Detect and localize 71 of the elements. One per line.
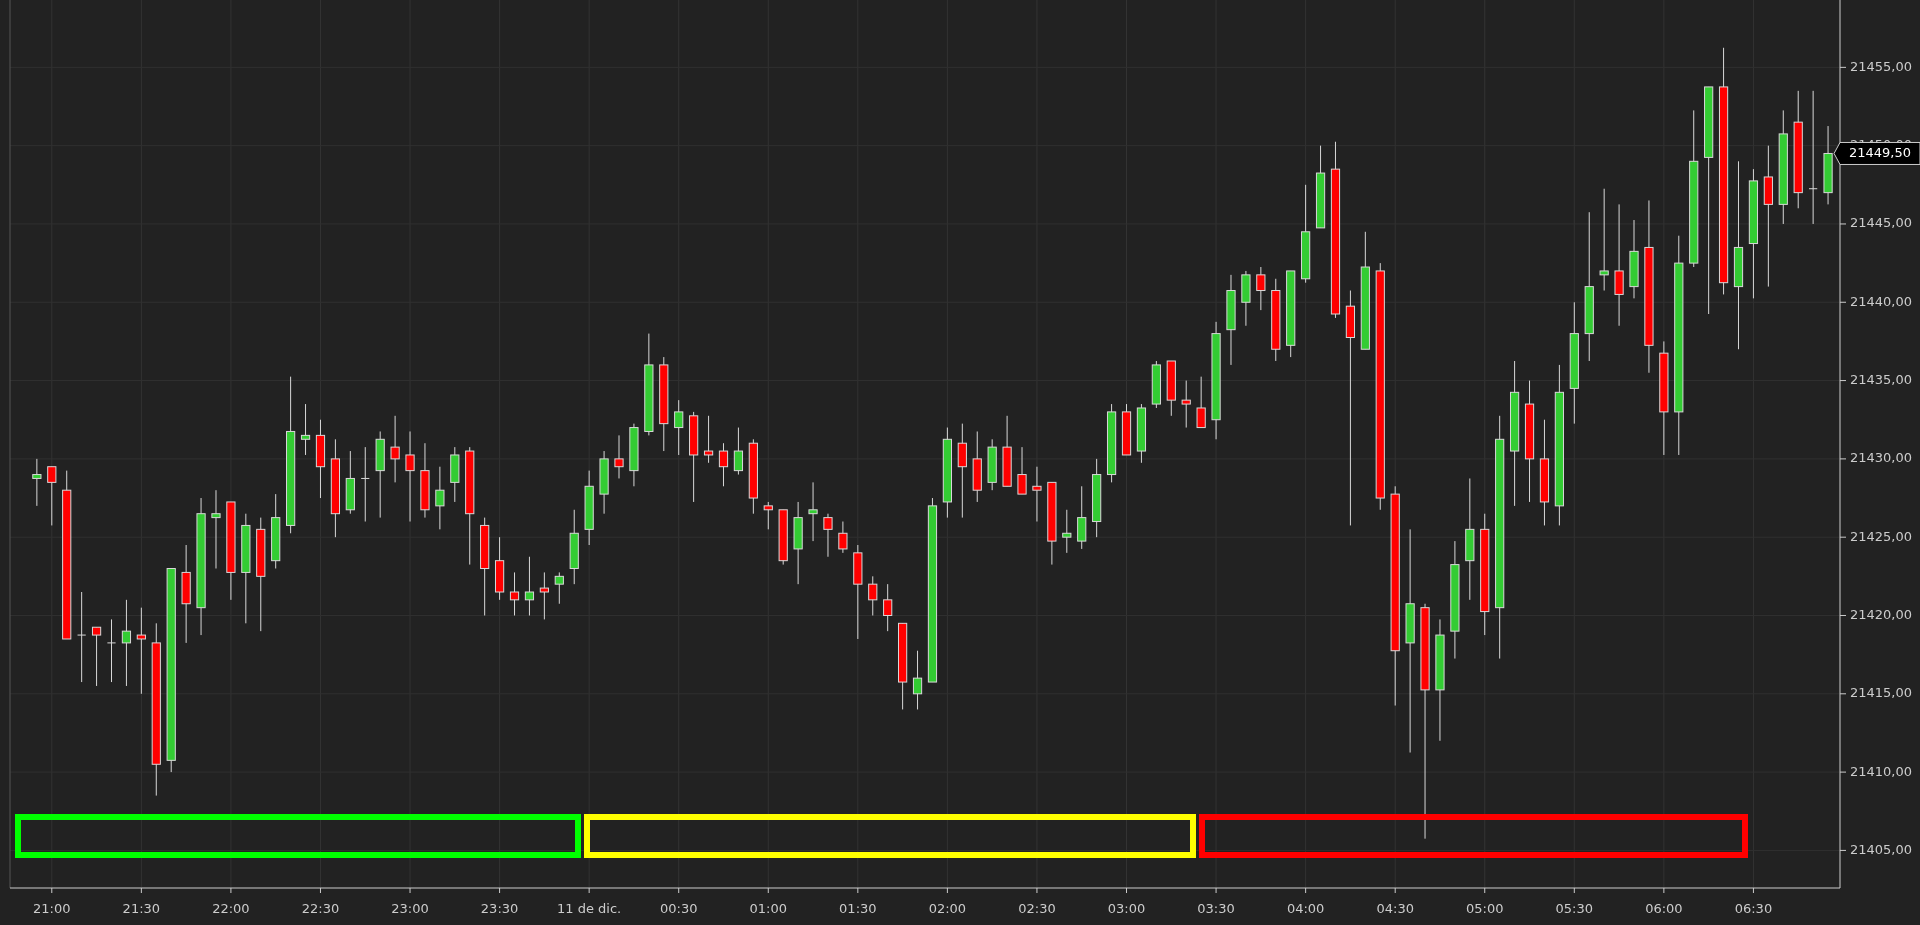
candlestick bbox=[912, 650, 923, 710]
candlestick bbox=[32, 458, 42, 507]
x-tick-label: 22:30 bbox=[301, 901, 340, 916]
x-tick-label: 03:00 bbox=[1107, 901, 1146, 916]
candlestick bbox=[763, 501, 773, 530]
candlestick bbox=[1599, 188, 1609, 292]
candlestick bbox=[106, 618, 117, 683]
x-tick-label: 02:00 bbox=[928, 901, 967, 916]
candlestick bbox=[868, 575, 878, 616]
x-tick-label: 04:30 bbox=[1376, 901, 1414, 916]
candlestick bbox=[1614, 203, 1624, 327]
candlestick bbox=[1032, 466, 1042, 523]
candlestick bbox=[77, 591, 87, 683]
candlestick bbox=[47, 466, 57, 526]
y-tick-label: 21415,00 bbox=[1850, 685, 1913, 701]
candlestick bbox=[121, 599, 132, 687]
candlestick bbox=[1196, 376, 1206, 429]
candlestick bbox=[674, 399, 684, 456]
x-tick-label: 22:00 bbox=[212, 901, 250, 916]
y-tick-label: 21440,00 bbox=[1850, 293, 1913, 309]
candlestick bbox=[883, 583, 893, 632]
candlestick bbox=[823, 513, 833, 558]
y-tick-label: 21410,00 bbox=[1850, 763, 1913, 779]
candlestick bbox=[211, 489, 221, 570]
y-tick-label: 21405,00 bbox=[1850, 841, 1913, 857]
x-tick-label: 02:30 bbox=[1018, 901, 1056, 916]
candlestick bbox=[614, 434, 624, 479]
candlestick bbox=[1808, 90, 1818, 225]
candlestick bbox=[718, 442, 729, 487]
candlestick bbox=[733, 427, 744, 476]
x-tick-label: 03:30 bbox=[1197, 901, 1235, 916]
x-tick-label: 21:30 bbox=[122, 901, 161, 916]
candlestick bbox=[136, 607, 146, 695]
candlestick bbox=[360, 446, 370, 523]
candlestick bbox=[524, 556, 535, 616]
x-tick-label: 05:00 bbox=[1466, 901, 1504, 916]
x-tick-label: 04:00 bbox=[1286, 901, 1325, 916]
candlestick bbox=[838, 521, 848, 554]
y-tick-label: 21425,00 bbox=[1850, 528, 1913, 544]
candlestick bbox=[957, 423, 967, 519]
x-tick-label: 01:00 bbox=[749, 901, 788, 916]
x-tick-label: 23:00 bbox=[391, 901, 429, 916]
x-tick-label: 01:30 bbox=[839, 901, 877, 916]
x-tick-label: 00:30 bbox=[659, 901, 698, 916]
candlestick bbox=[1181, 380, 1191, 429]
x-tick-label: 21:00 bbox=[33, 901, 71, 916]
y-tick-label: 21430,00 bbox=[1850, 450, 1913, 466]
y-tick-label: 21445,00 bbox=[1850, 215, 1913, 231]
candlestick bbox=[300, 403, 311, 456]
candlestick bbox=[808, 481, 818, 542]
candlestick bbox=[435, 466, 445, 530]
x-tick-label: 06:00 bbox=[1645, 901, 1683, 916]
y-tick-label: 21420,00 bbox=[1850, 606, 1913, 622]
x-tick-label: 06:30 bbox=[1734, 901, 1773, 916]
candlestick bbox=[509, 571, 520, 616]
annotation: 21449,50 bbox=[1848, 144, 1912, 160]
candlestick bbox=[703, 415, 714, 464]
x-tick-label: 05:30 bbox=[1555, 901, 1594, 916]
candlestick bbox=[1062, 509, 1072, 554]
candlestick bbox=[1017, 446, 1027, 495]
candlestick bbox=[405, 430, 415, 523]
x-tick-label: 11 de dic. bbox=[557, 901, 622, 916]
y-tick-label: 21435,00 bbox=[1850, 372, 1913, 388]
y-tick-label: 21455,00 bbox=[1850, 58, 1913, 74]
candlestick bbox=[539, 571, 549, 620]
candlestick bbox=[554, 571, 564, 605]
candlestick bbox=[91, 626, 102, 687]
x-tick-label: 23:30 bbox=[480, 901, 519, 916]
candlestick bbox=[390, 415, 400, 483]
candlestick bbox=[1077, 485, 1087, 550]
candlestick bbox=[1256, 266, 1266, 311]
